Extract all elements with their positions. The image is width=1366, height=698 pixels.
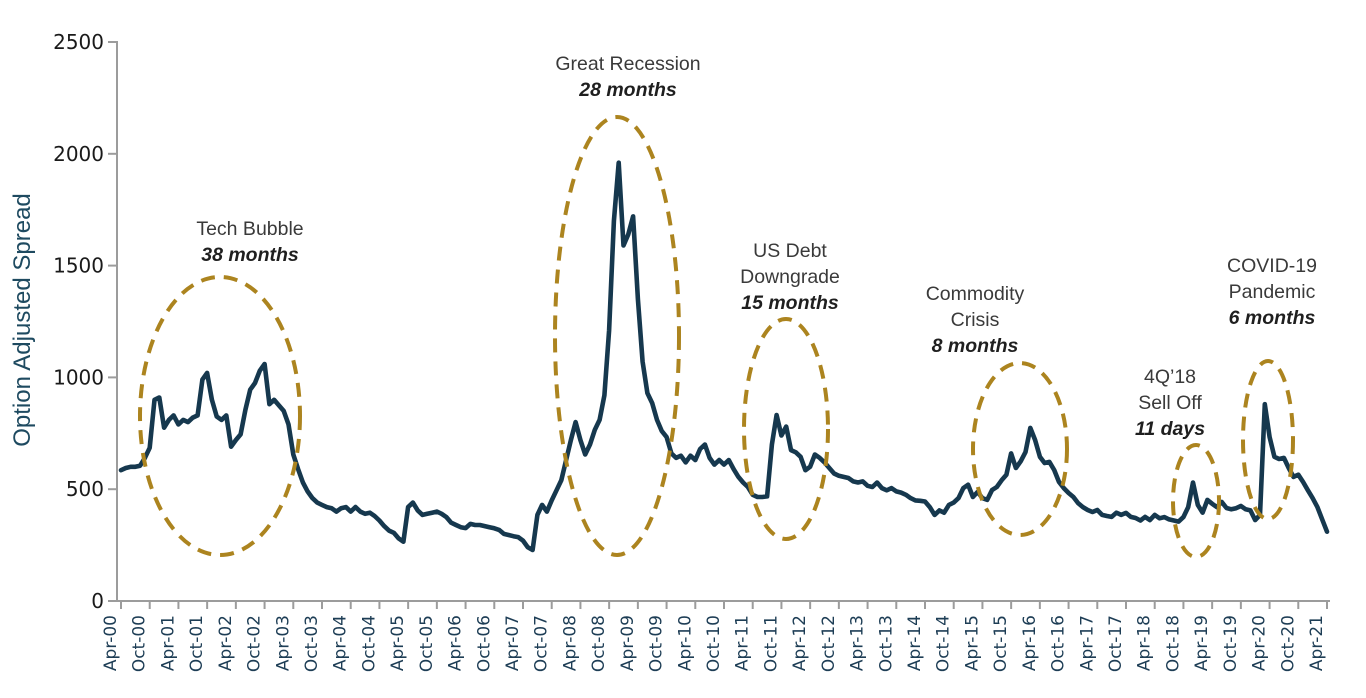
y-tick-label: 500 (66, 477, 104, 501)
x-tick-label: Oct-09 (647, 615, 667, 672)
x-tick-label: Apr-20 (1250, 615, 1270, 671)
x-tick-label: Oct-14 (934, 615, 954, 672)
crisis-ellipse (971, 361, 1069, 537)
x-tick-label: Apr-05 (388, 615, 408, 671)
x-tick-label: Apr-12 (790, 615, 810, 671)
oas-series-line (118, 160, 1330, 553)
x-tick-label: Apr-07 (503, 615, 523, 671)
x-tick-label: Apr-02 (216, 615, 236, 671)
annotation-duration: 38 months (201, 244, 299, 266)
crisis-ellipse (553, 115, 681, 557)
x-tick-label: Apr-16 (1020, 615, 1040, 671)
x-tick-label: Apr-15 (962, 615, 982, 671)
x-tick-label: Oct-05 (417, 615, 437, 672)
annotation-title-line: Crisis (951, 309, 1000, 331)
x-tick-label: Oct-20 (1278, 615, 1298, 672)
x-tick-label: Oct-17 (1106, 615, 1126, 672)
x-tick-label: Apr-09 (618, 615, 638, 671)
x-tick-label: Oct-19 (1221, 615, 1241, 672)
annotation-title-line: Commodity (926, 283, 1025, 305)
x-tick-label: Oct-12 (819, 615, 839, 672)
annotation-duration: 15 months (741, 292, 839, 314)
x-tick-label: Apr-14 (905, 615, 925, 671)
crisis-ellipse (1171, 443, 1221, 559)
x-tick-label: Apr-01 (158, 615, 178, 671)
y-tick-label: 2000 (53, 142, 104, 166)
x-tick-label: Apr-18 (1135, 615, 1155, 671)
x-tick-label: Oct-10 (704, 615, 724, 672)
x-tick-label: Oct-16 (1049, 615, 1069, 672)
x-tick-label: Apr-21 (1307, 615, 1327, 671)
crisis-ellipse (742, 317, 830, 541)
x-tick-label: Oct-06 (474, 615, 494, 672)
crisis-ellipse (1241, 359, 1295, 521)
x-tick-label: Apr-06 (446, 615, 466, 671)
crisis-ellipse (138, 275, 302, 557)
x-tick-label: Oct-00 (130, 615, 150, 672)
y-tick-label: 1500 (53, 254, 104, 278)
annotation-title-line: Great Recession (555, 53, 700, 75)
y-tick-label: 1000 (53, 365, 104, 389)
x-tick-label: Apr-19 (1192, 615, 1212, 671)
x-tick-label: Apr-04 (331, 615, 351, 671)
y-axis-title: Option Adjusted Spread (9, 193, 36, 447)
x-tick-label: Oct-18 (1163, 615, 1183, 672)
y-tick-label: 0 (91, 589, 104, 613)
x-tick-label: Oct-11 (761, 615, 781, 672)
x-tick-label: Oct-15 (991, 615, 1011, 672)
y-tick-label: 2500 (53, 30, 104, 54)
annotation-title-line: US Debt (753, 240, 827, 262)
annotation-duration: 11 days (1135, 418, 1205, 440)
x-tick-label: Apr-10 (675, 615, 695, 671)
annotation-title-line: Sell Off (1138, 392, 1202, 414)
annotation-title-line: 4Q’18 (1144, 366, 1196, 388)
x-tick-label: Oct-03 (302, 615, 322, 672)
x-tick-label: Apr-00 (101, 615, 121, 671)
x-tick-label: Oct-13 (876, 615, 896, 672)
x-tick-label: Apr-11 (733, 615, 753, 671)
annotation-duration: 28 months (578, 79, 677, 101)
x-tick-label: Oct-08 (589, 615, 609, 672)
x-tick-label: Oct-07 (532, 615, 552, 672)
x-tick-label: Apr-08 (560, 615, 580, 671)
x-tick-label: Apr-03 (273, 615, 293, 671)
annotation-title-line: Tech Bubble (196, 218, 303, 240)
annotation-duration: 8 months (932, 335, 1019, 357)
x-tick-label: Apr-13 (848, 615, 868, 671)
annotation-title-line: Pandemic (1229, 281, 1316, 303)
x-tick-label: Apr-17 (1077, 615, 1097, 671)
annotation-title-line: COVID-19 (1227, 255, 1317, 277)
annotation-duration: 6 months (1229, 307, 1316, 329)
x-tick-label: Oct-01 (187, 615, 207, 672)
x-tick-label: Oct-04 (359, 615, 379, 672)
x-tick-label: Oct-02 (245, 615, 265, 672)
annotation-title-line: Downgrade (740, 266, 840, 288)
